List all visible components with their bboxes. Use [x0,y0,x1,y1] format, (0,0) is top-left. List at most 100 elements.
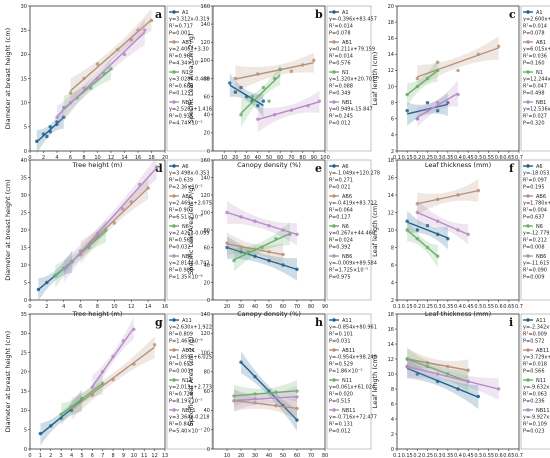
regression-line [60,382,104,415]
legend-stat: P=0.008 [523,245,545,251]
legend-stat: y=-18.053x+12.829 [523,171,550,177]
panel-c: 0.1 0.15 0.2 0.25 0.3 0.35 0.4 0.45 0.5 0.55 0.6 0.… [371,4,550,169]
series-A6 [405,210,450,250]
data-point [312,58,316,63]
data-point [405,109,409,113]
x-tick-label: 0.35 [442,304,453,310]
legend-stat: P=0.349 [329,91,351,97]
confidence-band [57,18,145,127]
x-tick-label: 0.2 [413,304,421,310]
panel-label: h [315,316,323,329]
legend-stat: y=-0.009x+89.584 [329,261,377,267]
legend-marker [526,194,530,198]
data-point [143,28,147,32]
x-tick-label: 10 [131,453,137,458]
legend-stat: P=0.160 [523,61,545,67]
legend-marker [172,40,176,44]
legend-stat: y=2.528x+1.416 [169,107,212,113]
x-tick-label: 0.15 [402,155,413,161]
legend-series-name: NB11 [342,408,356,414]
legend-stat: P=2.36×10⁻⁵ [169,185,203,191]
y-tick-label: 0 [24,149,27,155]
x-tick-label: 4 [55,155,58,161]
y-tick-label: 6 [391,263,394,269]
legend-marker [526,408,530,412]
legend-stat: y=0.949x-15.847 [329,107,373,113]
x-tick-label: 6 [79,304,82,310]
legend-stat: y=3.028x-0.408 [169,77,210,83]
legend-stat: y=12.536x+7.650 [523,107,550,113]
panel-f: 0.1 0.15 0.2 0.25 0.3 0.35 0.4 0.45 0.5 0.55 0.6 0.… [371,158,550,318]
y-tick-label: 35 [21,312,27,318]
x-tick-label: 80 [322,453,328,458]
series-N11 [405,348,470,393]
legend-marker [332,408,336,412]
data-point [250,94,254,99]
x-tick-label: 0.25 [422,155,433,161]
legend-stat: y=2.630x+1.922 [169,325,212,331]
series-NB1 [415,79,460,128]
legend-stat: P=0.032 [169,245,191,251]
x-tick-label: 0.15 [402,453,413,458]
x-tick-label: 0.55 [483,453,494,458]
legend-stat: R²=0.064 [329,208,353,214]
regression-line [417,47,499,78]
legend-stat: P=0.566 [523,369,545,375]
x-tick-label: 10 [94,155,100,161]
data-point [261,99,266,103]
x-tick-label: 12 [151,453,157,458]
y-axis-label: Diameter at breast height (cm) [4,331,12,432]
confidence-band [417,199,469,245]
x-tick-label: 40 [252,304,258,310]
y-tick-label: 30 [21,331,27,337]
legend-marker [526,224,530,228]
legend-marker [172,194,176,198]
y-tick-label: 10 [21,263,27,269]
legend-marker [332,70,336,74]
data-point [456,68,460,73]
regression-line [226,246,298,271]
panel-label: e [315,162,322,175]
legend-marker [172,378,176,382]
x-tick-label: 0.7 [515,453,523,458]
legend-series-name: A1 [342,10,349,16]
legend-stat: R²=0.047 [523,84,547,90]
x-tick-label: 0.25 [422,453,433,458]
x-tick-label: 5 [80,453,83,458]
x-tick-label: 0.5 [474,304,482,310]
data-point [228,81,232,85]
legend-box [326,159,372,301]
y-tick-label: 12 [388,210,394,216]
legend-stat: R²=0.097 [523,178,547,184]
legend-marker [332,348,336,352]
y-tick-label: 15 [21,76,27,82]
y-tick-label: 0 [207,298,210,304]
legend-stat: y=-11.615x+13.577 [523,261,550,267]
y-tick-label: 16 [388,175,394,181]
legend-marker [332,378,336,382]
legend-stat: P=0.009 [523,275,545,281]
y-tick-label: 14 [388,52,394,58]
x-tick-label: 60 [280,304,286,310]
x-tick-label: 6 [91,453,94,458]
y-tick-label: 80 [204,228,210,234]
legend-stat: R²=0.024 [329,238,353,244]
series-NB6 [415,199,470,245]
legend-stat: P=0.012 [329,121,351,127]
y-tick-label: 10 [388,372,394,378]
regression-line [417,211,469,236]
legend-stat: R²=0.639 [169,178,193,184]
y-tick-label: 0 [24,298,27,304]
y-tick-label: 0 [207,149,210,155]
series-NB11 [232,385,299,412]
legend-stat: y=-0.419x+83.722 [329,201,377,207]
series-AB1 [415,36,501,89]
legend-box [166,5,213,152]
legend-stat: R²=0.109 [523,422,547,428]
legend-stat: P=0.572 [523,339,545,345]
x-tick-label: 7 [101,453,104,458]
legend-h: A11y=-0.854x+80.961R²=0.101P=0.031AB11y=… [326,313,377,450]
y-tick-label: 10 [388,84,394,90]
y-tick-label: 10 [21,100,27,106]
